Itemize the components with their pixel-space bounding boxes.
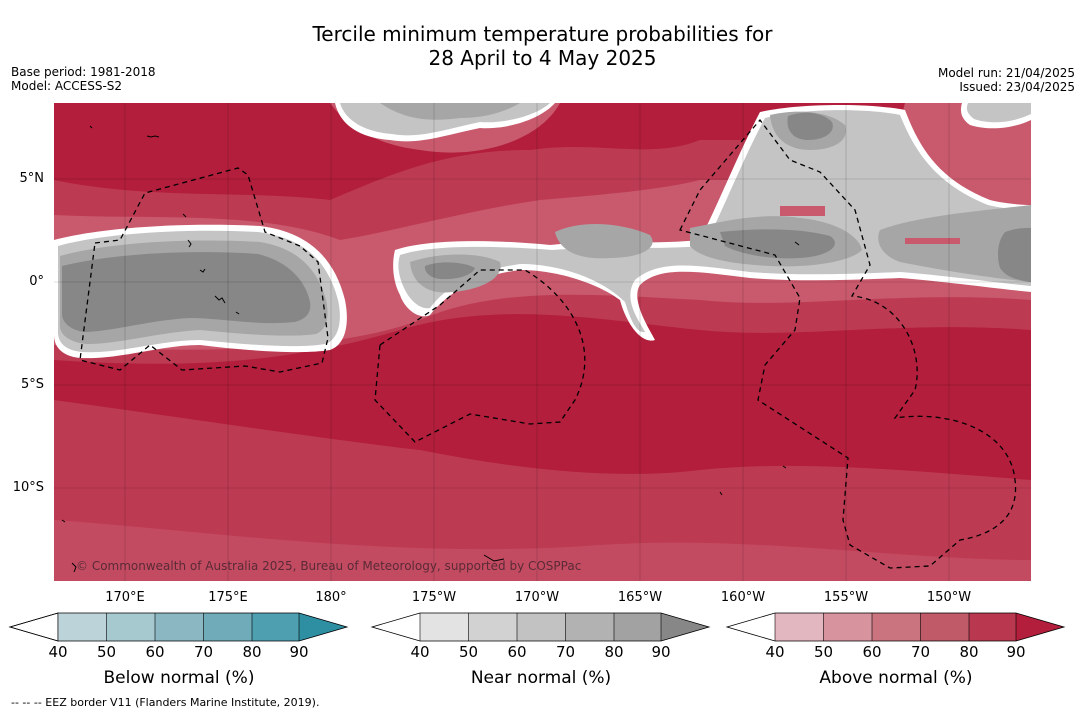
lon-label-150w: 150°W	[926, 590, 972, 605]
lon-label-170w: 170°W	[514, 590, 560, 605]
above-tick-60: 60	[862, 643, 882, 661]
base-period: Base period: 1981-2018	[11, 65, 156, 79]
lon-label-175e: 175°E	[208, 590, 248, 605]
near-tick-70: 70	[555, 643, 576, 661]
below-tick-90: 90	[289, 643, 309, 661]
below-tick-80: 80	[242, 643, 262, 661]
near-normal-title: Near normal (%)	[470, 668, 612, 688]
eez-footnote: -- -- -- EEZ border V11 (Flanders Marine…	[11, 696, 320, 709]
meta-left: Base period: 1981-2018 Model: ACCESS-S2	[11, 65, 156, 93]
title-line-2: 28 April to 4 May 2025	[428, 46, 657, 70]
lon-label-165w: 165°W	[617, 590, 663, 605]
graticule	[54, 103, 1031, 581]
near-tick-50: 50	[458, 643, 479, 661]
model-name: Model: ACCESS-S2	[11, 79, 123, 93]
above-tick-90: 90	[1006, 643, 1026, 661]
above-normal-title: Above normal (%)	[819, 668, 973, 688]
title-line-1: Tercile minimum temperature probabilitie…	[312, 22, 773, 46]
above-tick-80: 80	[959, 643, 979, 661]
below-tick-70: 70	[193, 643, 214, 661]
above-patch-small	[780, 206, 825, 216]
below-normal-title: Below normal (%)	[103, 668, 255, 688]
map-title: Tercile minimum temperature probabilitie…	[0, 22, 1085, 70]
lon-label-160w: 160°W	[720, 590, 766, 605]
near-tick-80: 80	[604, 643, 624, 661]
eez-borders	[79, 118, 1017, 569]
above-patch-small-2	[905, 238, 960, 244]
lon-label-170e: 170°E	[105, 590, 145, 605]
issued-date: Issued: 23/04/2025	[959, 80, 1075, 94]
lon-label-155w: 155°W	[823, 590, 869, 605]
lon-label-175w: 175°W	[411, 590, 457, 605]
lat-label-10s: 10°S	[12, 480, 44, 495]
near-normal-90-field	[62, 112, 1031, 332]
model-run: Model run: 21/04/2025	[937, 66, 1075, 80]
above-70-band-south	[54, 520, 1031, 581]
near-tick-60: 60	[507, 643, 527, 661]
meta-right: Model run: 21/04/2025 Issued: 23/04/2025	[938, 66, 1075, 94]
above-tick-40: 40	[765, 643, 785, 661]
below-tick-50: 50	[96, 643, 117, 661]
lat-label-0: 0°	[29, 274, 44, 289]
above-tick-50: 50	[813, 643, 834, 661]
near-tick-90: 90	[651, 643, 671, 661]
colorbar-near-normal	[370, 612, 711, 642]
below-tick-40: 40	[48, 643, 68, 661]
island-outlines	[61, 125, 800, 573]
copyright-notice: © Commonwealth of Australia 2025, Bureau…	[76, 559, 582, 573]
above-80-band-south	[54, 400, 1031, 581]
lat-label-5n: 5°N	[19, 171, 45, 186]
map-field	[54, 103, 1031, 581]
colorbar-above-normal	[725, 612, 1066, 642]
colorbar-below-normal	[8, 612, 349, 642]
below-tick-60: 60	[145, 643, 165, 661]
near-tick-40: 40	[410, 643, 430, 661]
lat-label-5s: 5°S	[20, 377, 44, 392]
above-tick-70: 70	[910, 643, 931, 661]
lon-label-180: 180°	[315, 590, 347, 605]
